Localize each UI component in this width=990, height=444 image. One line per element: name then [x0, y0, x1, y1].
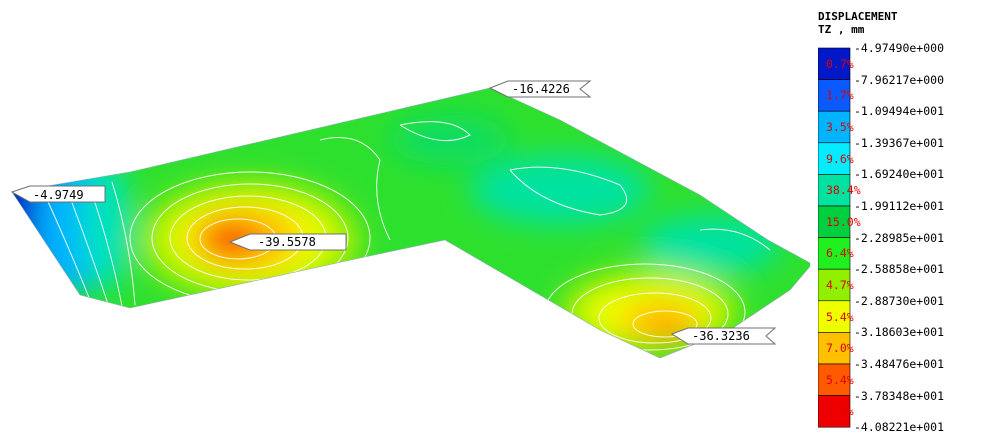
callout-right-hotspot: -36.3236	[670, 327, 777, 345]
legend-level-label: -2.88730e+001	[854, 293, 945, 308]
legend-title: DISPLACEMENT	[818, 10, 898, 23]
legend-swatch	[818, 332, 851, 365]
callout-label: -16.4226	[512, 82, 570, 96]
legend-swatch	[818, 268, 851, 302]
legend-level-label: -1.39367e+001	[854, 135, 945, 150]
legend-swatch	[818, 174, 851, 207]
legend-percentage: 38.4%	[826, 183, 861, 198]
legend-level-label: -7.96217e+000	[854, 72, 945, 87]
legend-level-label: -4.97490e+000	[854, 41, 945, 55]
callout-label: -4.9749	[33, 188, 84, 202]
legend-swatch	[818, 205, 851, 238]
legend-swatch	[818, 395, 851, 428]
legend-swatch	[818, 110, 851, 144]
legend-subtitle: TZ , mm	[818, 23, 865, 36]
legend-level-label: -4.08221e+001	[854, 420, 945, 435]
legend-level-label: -2.58858e+001	[854, 262, 945, 277]
legend-swatch	[818, 300, 851, 333]
legend-level-label: -1.69240e+001	[854, 167, 945, 182]
legend-level-label: -2.28985e+001	[854, 230, 945, 245]
legend-percentage: 6.4%	[826, 246, 854, 261]
callout-label: -36.3236	[692, 329, 750, 343]
legend-swatch	[818, 47, 851, 80]
legend-swatch	[818, 79, 851, 112]
legend-percentage: 1.7%	[826, 88, 854, 103]
callout-min-left: -4.9749	[10, 185, 106, 203]
legend-percentage: 9.6%	[826, 151, 854, 166]
legend-level-label: -1.09494e+001	[854, 104, 945, 119]
legend-percentage: 5.4%	[826, 309, 854, 324]
legend-swatch	[818, 142, 851, 175]
legend-percentage: 5.4%	[826, 372, 854, 387]
contour-plot: -4.9749 -16.4226 -39.5578 -36.3236	[10, 80, 810, 359]
legend-color-bar	[818, 47, 851, 428]
callout-top-corner: -16.4226	[488, 80, 592, 98]
legend-level-label: -3.48476e+001	[854, 357, 945, 371]
callout-max-hotspot: -39.5578	[228, 233, 347, 251]
slab-outline	[11, 87, 810, 359]
legend-level-label: -1.99112e+001	[854, 199, 945, 213]
legend-percentage: 3.5%	[826, 120, 854, 134]
legend-percentage: 15.0%	[826, 214, 861, 229]
legend-level-label: -3.18603e+001	[854, 325, 945, 340]
callout-label: -39.5578	[258, 235, 316, 249]
legend-level-label: -3.78348e+001	[854, 388, 945, 403]
legend-percentage: 4.7%	[826, 278, 854, 292]
legend-swatch	[818, 237, 851, 270]
legend-percentage: 0.7%	[826, 56, 854, 71]
legend-percentage: 1.9%	[826, 404, 854, 419]
legend-percentage: 7.0%	[826, 341, 854, 356]
